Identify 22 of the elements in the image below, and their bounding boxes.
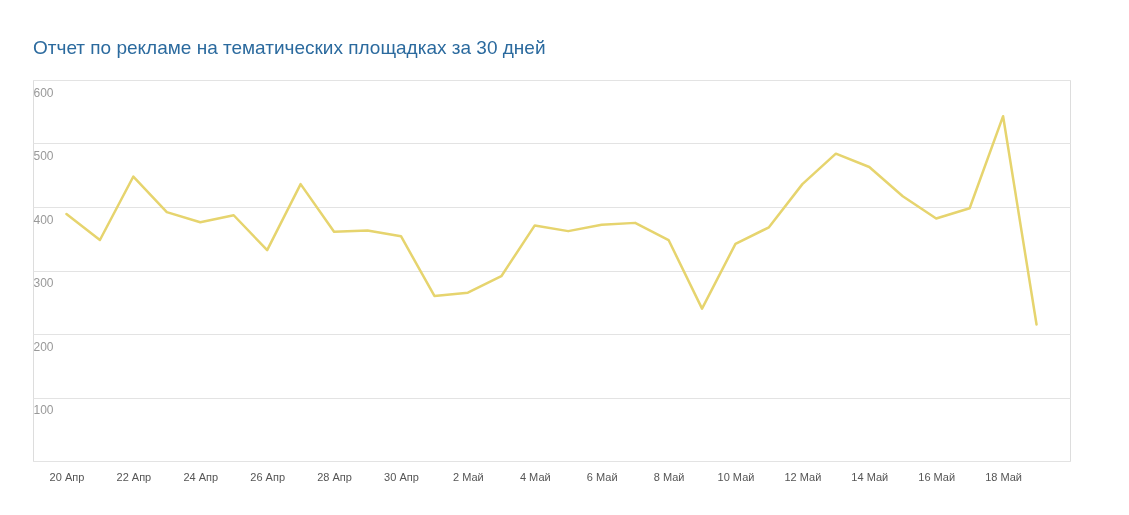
x-tick-label: 30 Апр — [384, 470, 419, 483]
y-tick-label: 300 — [33, 276, 54, 290]
x-tick-label: 14 Май — [851, 470, 889, 483]
x-tick-label: 12 Май — [784, 470, 822, 483]
x-tick-label: 26 Апр — [250, 470, 286, 483]
y-tick-label: 100 — [33, 403, 54, 417]
x-tick-label: 24 Апр — [183, 470, 219, 483]
y-tick-label: 400 — [33, 212, 54, 227]
x-tick-label: 10 Май — [717, 470, 755, 483]
x-tick-label: 4 Май — [519, 470, 551, 483]
y-tick-label: 600 — [33, 85, 54, 100]
x-tick-label: 22 Апр — [116, 470, 152, 483]
x-tick-label: 16 Май — [918, 470, 956, 483]
x-tick-label: 28 Апр — [317, 470, 352, 483]
chart-title: Отчет по рекламе на тематических площадках за 30 дней — [33, 37, 546, 58]
x-tick-label: 8 Май — [653, 470, 685, 483]
y-tick-label: 500 — [33, 149, 54, 163]
y-tick-label: 200 — [33, 339, 54, 354]
x-tick-label: 20 Апр — [49, 470, 85, 483]
x-tick-label: 18 Май — [985, 470, 1023, 483]
x-tick-label: 2 Май — [453, 470, 484, 483]
x-tick-label: 6 Май — [586, 470, 618, 483]
